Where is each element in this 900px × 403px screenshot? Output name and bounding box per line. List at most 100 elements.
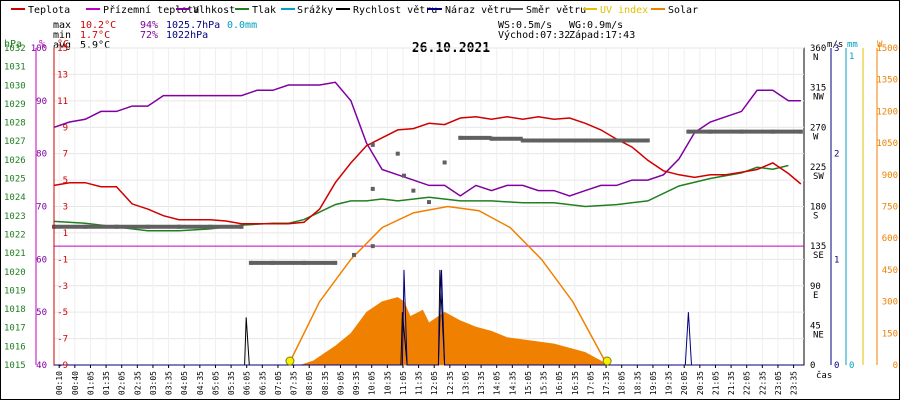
- solar-tick-10: 0: [893, 361, 898, 371]
- grid: [54, 47, 804, 366]
- legend: Teplota Přízemní teplota Vlhkost Tlak Sr…: [11, 4, 698, 16]
- x-tick-4: 02:05: [118, 371, 127, 395]
- temperature-tick-3: 9: [63, 123, 68, 133]
- pressure-tick-17: 1015: [4, 361, 26, 371]
- pressure-tick-2: 1030: [4, 81, 26, 91]
- stat-avg-label: avg: [53, 40, 71, 51]
- pressure-tick-11: 1021: [4, 249, 26, 259]
- temperature-tick-8: -1: [57, 255, 68, 265]
- x-tick-31: 15:35: [540, 371, 549, 395]
- stat-min-press: 1022hPa: [166, 30, 208, 41]
- pressure-tick-10: 1022: [4, 230, 26, 240]
- legend-label-solar: Solar: [668, 5, 698, 16]
- direction-label-6: E: [813, 291, 818, 301]
- stat-sunset: Západ:17:43: [569, 29, 635, 41]
- solar-tick-9: 150: [882, 329, 898, 339]
- stat-max-press: 1025.7hPa: [166, 20, 220, 31]
- x-tick-9: 04:35: [196, 371, 205, 395]
- direction-label-1: NW: [813, 93, 824, 103]
- pressure-tick-0: 1032: [4, 44, 26, 54]
- x-tick-37: 18:35: [633, 371, 642, 395]
- temperature-tick-1: 13: [57, 70, 68, 80]
- solar-tick-3: 1050: [876, 139, 898, 149]
- stat-ws: WS:0.5m/s: [498, 20, 552, 31]
- legend-swatch-wind-speed: [336, 8, 350, 10]
- wind-direction-point-11: [352, 252, 356, 257]
- x-tick-6: 03:05: [149, 371, 158, 395]
- left-axes: hPa% °C 1032 1031 1030 1029 1028 1027 1026 1025 10…: [4, 39, 69, 371]
- stats: max 10.2°C 94% 1025.7hPa 0.0mm min 1.7°C…: [53, 20, 635, 51]
- wind-tick-2: 1: [834, 255, 839, 265]
- rain-unit-label: mm: [847, 40, 858, 50]
- x-tick-35: 17:35: [602, 371, 611, 395]
- legend-swatch-ground-temp: [86, 8, 100, 10]
- temperature-tick-9: -3: [57, 282, 68, 292]
- x-tick-10: 05:05: [211, 371, 220, 395]
- x-tick-43: 21:35: [727, 371, 736, 395]
- x-tick-46: 23:05: [774, 371, 783, 395]
- series-layer: [52, 81, 804, 366]
- x-tick-5: 02:35: [133, 371, 142, 395]
- x-tick-24: 12:05: [430, 371, 439, 395]
- x-tick-42: 21:05: [711, 371, 720, 395]
- x-tick-20: 10:05: [368, 371, 377, 395]
- temperature-tick-5: 5: [63, 176, 68, 186]
- stat-min-hum: 72%: [140, 30, 158, 41]
- wind-direction-point-14: [370, 142, 375, 147]
- x-tick-28: 14:05: [493, 371, 502, 395]
- legend-swatch-temperature: [11, 8, 25, 10]
- direction-tick-8: 0: [810, 361, 815, 371]
- direction-tick-2: 270: [810, 123, 826, 133]
- stat-wg: WG:0.9m/s: [569, 20, 623, 31]
- pressure-tick-9: 1023: [4, 212, 26, 222]
- legend-swatch-pressure: [235, 8, 249, 10]
- temperature-tick-0: 15: [57, 44, 68, 54]
- x-tick-26: 13:05: [461, 371, 470, 395]
- humidity-tick-4: 60: [36, 255, 47, 265]
- direction-label-5: SE: [813, 251, 824, 261]
- pressure-tick-8: 1024: [4, 193, 26, 203]
- direction-label-4: S: [813, 212, 818, 222]
- uv-marker-1: [602, 356, 612, 366]
- direction-tick-3: 225: [810, 163, 826, 173]
- x-tick-19: 09:35: [352, 371, 361, 395]
- pressure-tick-3: 1029: [4, 100, 26, 110]
- pressure-tick-12: 1020: [4, 268, 26, 278]
- stat-max-label: max: [53, 20, 71, 31]
- x-tick-11: 05:35: [227, 371, 236, 395]
- x-tick-34: 17:05: [586, 371, 595, 395]
- solar-tick-8: 300: [882, 298, 898, 308]
- x-tick-14: 07:05: [274, 371, 283, 395]
- pressure-tick-5: 1027: [4, 137, 26, 147]
- wind-speed-line: [54, 269, 804, 366]
- x-tick-36: 18:05: [618, 371, 627, 395]
- solar-tick-0: 1500: [876, 44, 898, 54]
- temperature-tick-2: 11: [57, 97, 68, 107]
- temperature-tick-4: 7: [63, 150, 68, 160]
- legend-label-uv: UV index: [600, 5, 648, 16]
- solar-tick-1: 1350: [876, 76, 898, 86]
- x-tick-2: 01:05: [86, 371, 95, 395]
- temperature-tick-7: 1: [63, 229, 68, 239]
- wind-tick-1: 2: [834, 150, 839, 160]
- humidity-tick-5: 50: [36, 308, 47, 318]
- humidity-tick-3: 70: [36, 203, 47, 213]
- direction-label-2: W: [813, 132, 819, 142]
- x-tick-13: 06:35: [258, 371, 267, 395]
- rain-tick-0: 1: [849, 52, 854, 62]
- wind-gust-line: [54, 269, 804, 366]
- direction-label-3: SW: [813, 172, 824, 182]
- stat-max-hum: 94%: [140, 20, 158, 31]
- x-tick-41: 20:35: [696, 371, 705, 395]
- direction-tick-1: 315: [810, 84, 826, 94]
- x-tick-18: 09:05: [336, 371, 345, 395]
- stat-min-temp: 1.7°C: [80, 30, 110, 41]
- x-tick-23: 11:35: [415, 371, 424, 395]
- wind-direction-point-12: [370, 244, 375, 249]
- stat-min-label: min: [53, 30, 71, 41]
- solar-unit-label: W: [877, 40, 883, 50]
- direction-tick-4: 180: [810, 203, 826, 213]
- legend-label-wind-gust: Náraz větru: [445, 4, 511, 16]
- wind-tick-3: 0: [834, 361, 839, 371]
